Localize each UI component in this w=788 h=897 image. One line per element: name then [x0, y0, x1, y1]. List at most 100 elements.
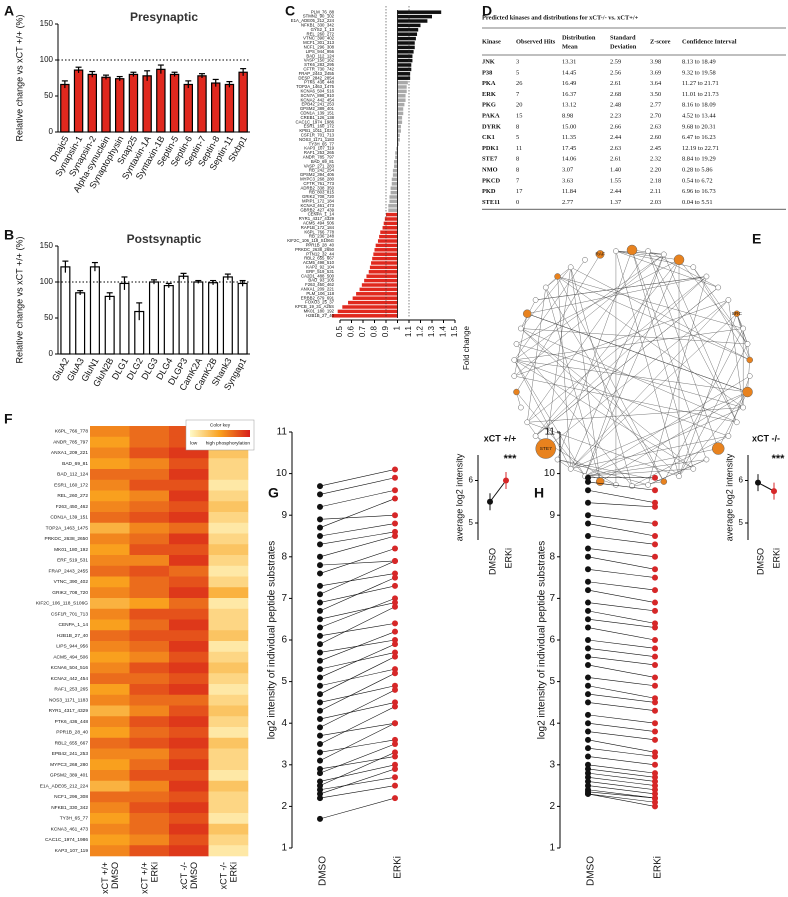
node — [715, 284, 722, 291]
row-label: GPSM2_389_401 — [50, 773, 88, 779]
bar — [397, 94, 406, 98]
heat-cell — [169, 694, 209, 706]
bar — [397, 85, 407, 89]
heat-cell — [208, 630, 249, 642]
table-cell: 3.07 — [562, 166, 574, 173]
table-cell: 20 — [516, 102, 522, 109]
bar — [397, 63, 412, 67]
panel-letter: G — [268, 485, 279, 501]
bar — [331, 314, 398, 318]
dot — [392, 474, 398, 481]
row-label: TOP2A_1463_1475 — [46, 525, 89, 531]
pair-line — [319, 602, 396, 620]
y-axis-label: Relative change vs xCT +/+ (%) — [14, 237, 24, 364]
edge — [527, 287, 546, 423]
bar-label: E1A_ADE05_212_224 — [291, 18, 335, 23]
dot — [392, 736, 398, 743]
heat-cell — [90, 447, 130, 459]
x-tick-label: DMSO — [586, 856, 597, 886]
y-tick-label: 5 — [469, 518, 474, 527]
table-cell: 9.68 to 20.31 — [682, 123, 716, 130]
bar-label: PRKDC_2638_2650 — [295, 247, 335, 252]
heat-cell — [208, 845, 249, 857]
row-label: TY3H_65_77 — [60, 816, 89, 822]
heat-cell — [208, 684, 249, 696]
bar — [395, 151, 398, 155]
bar — [397, 58, 413, 63]
pair-line — [319, 560, 396, 566]
heat-cell — [208, 501, 249, 513]
node — [513, 388, 520, 396]
bar — [390, 186, 398, 190]
chart-title: Presynaptic — [130, 10, 198, 24]
bar-label: RAF1_253_265 — [304, 150, 335, 155]
row-label: CDN1A_139_151 — [50, 515, 88, 521]
pair-line — [319, 623, 396, 637]
bar — [342, 305, 398, 309]
bar-label: H2B1B_27_40 — [306, 313, 335, 318]
heat-cell — [169, 533, 209, 545]
pair-line — [319, 531, 396, 545]
bar — [208, 282, 219, 355]
heat-cell — [129, 834, 170, 846]
bar — [397, 142, 399, 146]
table-cell: 17.45 — [562, 145, 576, 152]
dot — [652, 782, 658, 789]
dot — [392, 533, 398, 539]
heat-cell — [208, 662, 249, 674]
heat-cell — [208, 748, 249, 760]
heat-cell — [129, 619, 170, 631]
heat-cell — [169, 716, 209, 728]
table-cell: 17 — [516, 188, 523, 195]
y-tick-label: 5 — [281, 676, 287, 687]
row-header: STE7 — [482, 156, 498, 163]
heat-cell — [90, 544, 130, 556]
heat-cell — [90, 727, 130, 739]
pair-line — [587, 639, 656, 649]
y-tick-label: 4 — [281, 718, 287, 729]
bar — [224, 83, 235, 133]
table-cell: 7 — [516, 91, 520, 98]
bar — [390, 190, 398, 195]
dot — [585, 487, 591, 494]
bar — [397, 80, 408, 85]
table-cell: 16.37 — [562, 91, 577, 98]
dot — [392, 603, 398, 610]
column-header: Kinase — [482, 38, 501, 45]
dot — [652, 599, 658, 606]
pair-line — [319, 606, 396, 645]
edge — [557, 276, 744, 408]
row-label: GRIK2_708_720 — [52, 590, 88, 596]
y-tick-label: 11 — [277, 427, 288, 438]
bar — [397, 36, 416, 41]
table-cell: 2.03 — [650, 199, 661, 206]
heat-cell — [129, 651, 170, 663]
bar — [128, 73, 139, 133]
pair-line — [587, 781, 656, 791]
row-label: BAD_112_124 — [57, 472, 88, 478]
row-label: REL_260_272 — [57, 493, 88, 499]
pair-line — [587, 481, 656, 491]
heat-cell — [129, 748, 170, 760]
heat-cell — [208, 823, 249, 835]
heat-cell — [208, 555, 249, 567]
y-tick-label: 6 — [281, 635, 287, 646]
table-cell: 9.32 to 19.58 — [682, 69, 716, 76]
dot — [652, 607, 658, 614]
table-cell: 11.84 — [562, 188, 577, 195]
row-label: NOS3_1171_1183 — [49, 697, 88, 703]
row-label: KIF2C_106_118_S106G — [36, 601, 88, 607]
heat-cell — [208, 533, 249, 545]
pair-line — [319, 469, 396, 487]
pair-line — [587, 764, 656, 774]
pair-line — [587, 664, 656, 678]
bar-label: ERBB2_679_691 — [301, 295, 335, 300]
pair-line — [319, 498, 396, 528]
bar-label: GPSM2_389_401 — [300, 106, 335, 111]
column-header: Confidence Interval — [682, 38, 737, 45]
edge — [527, 407, 744, 423]
pair-line — [319, 702, 396, 720]
pair-line — [319, 560, 396, 595]
bar — [397, 54, 413, 58]
heat-cell — [208, 522, 249, 534]
